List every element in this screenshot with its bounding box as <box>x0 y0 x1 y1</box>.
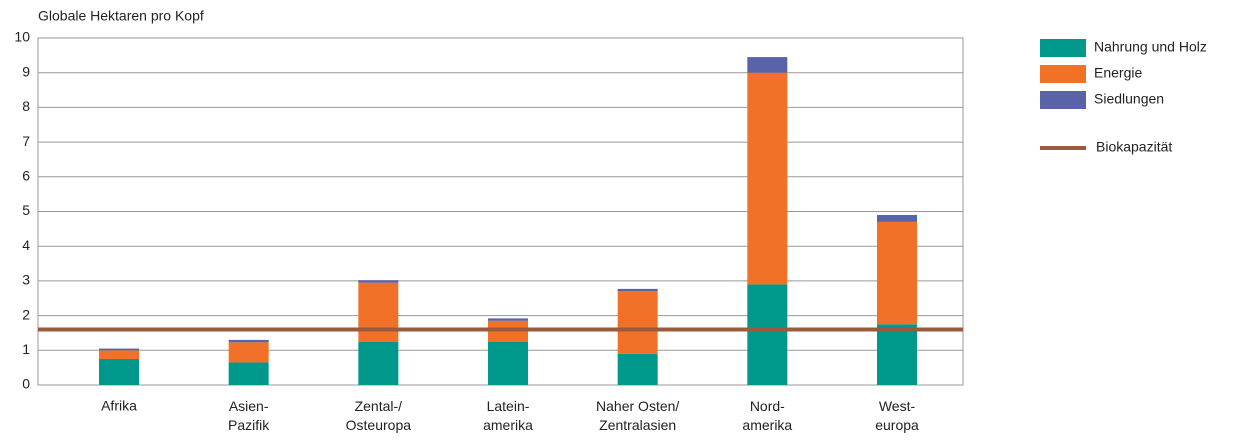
x-tick-label: Latein-amerika <box>483 398 533 433</box>
x-tick-label: Afrika <box>101 398 137 414</box>
legend-label: Siedlungen <box>1094 91 1164 107</box>
y-tick-label: 6 <box>22 168 30 184</box>
bar-segment <box>358 341 399 385</box>
bar-segment <box>228 342 269 363</box>
bar-segment <box>99 350 139 359</box>
bar-segment <box>747 72 788 285</box>
bar-segment <box>99 348 139 351</box>
y-tick-label: 4 <box>22 237 30 253</box>
bar-segment <box>877 221 917 325</box>
bar-segment <box>358 280 399 283</box>
bar-segment <box>228 362 269 385</box>
bar-segment <box>228 339 269 343</box>
y-tick-label: 0 <box>22 376 30 392</box>
y-tick-label: 5 <box>22 202 30 218</box>
y-tick-label: 3 <box>22 272 30 288</box>
bar-segment <box>99 358 139 385</box>
legend-swatch <box>1040 91 1086 109</box>
legend-label: Energie <box>1094 65 1142 81</box>
bar-segment <box>488 341 528 385</box>
x-tick-label: West-europa <box>875 398 919 433</box>
bar-segment <box>617 288 658 292</box>
bar-segment <box>747 57 788 73</box>
legend-swatch <box>1040 65 1086 83</box>
y-tick-label: 7 <box>22 133 30 149</box>
y-tick-label: 10 <box>14 29 30 45</box>
bar-segment <box>358 282 399 342</box>
bar-segment <box>877 324 917 385</box>
bar-segment <box>488 318 528 321</box>
x-tick-label: Naher Osten/Zentralasien <box>596 398 679 433</box>
bar-segment <box>617 291 658 354</box>
x-tick-label: Asien-Pazifik <box>228 398 270 433</box>
bar-segment <box>747 284 788 385</box>
legend-label: Nahrung und Holz <box>1094 39 1207 55</box>
y-tick-label: 2 <box>22 306 30 322</box>
legend-label: Biokapazität <box>1096 139 1172 155</box>
bar-segment <box>877 214 917 222</box>
y-tick-label: 8 <box>22 98 30 114</box>
y-axis-label: Globale Hektaren pro Kopf <box>38 8 204 24</box>
x-tick-label: Zental-/Osteuropa <box>346 398 412 433</box>
legend-swatch <box>1040 39 1086 57</box>
bar-segment <box>617 353 658 385</box>
y-tick-label: 9 <box>22 63 30 79</box>
y-tick-label: 1 <box>22 341 30 357</box>
x-tick-label: Nord-amerika <box>742 398 792 433</box>
